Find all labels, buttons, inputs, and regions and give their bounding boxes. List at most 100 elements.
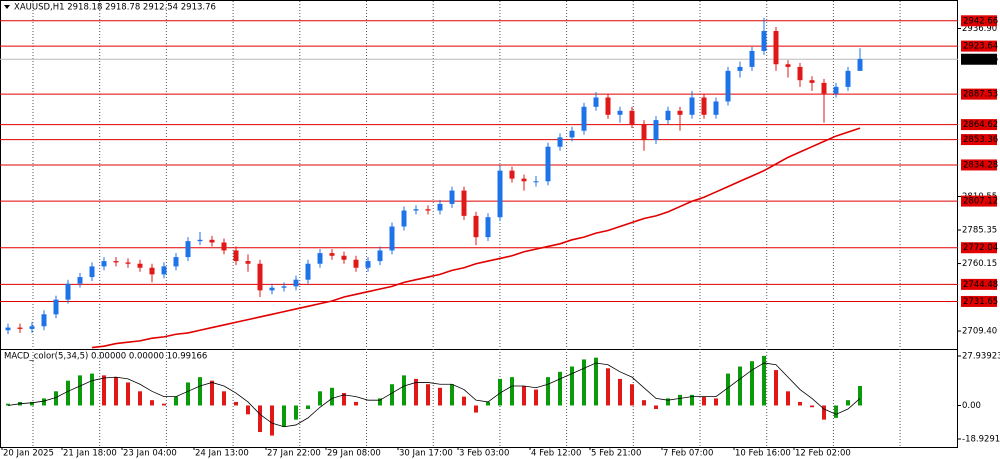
macd-bar (486, 401, 490, 406)
macd-bar (234, 401, 238, 406)
candle-body (521, 178, 527, 182)
candle-body (653, 120, 659, 141)
macd-bar (858, 385, 862, 406)
candle-body (557, 137, 563, 147)
macd-bar (678, 394, 682, 406)
macd-bar (330, 387, 334, 406)
candle-body (113, 261, 119, 263)
macd-bar (162, 403, 166, 406)
macd-bar (762, 355, 766, 406)
level-label: 2887.53 (963, 90, 998, 100)
chart-title: XAUUSD,H1 2918.18 2918.78 2912.54 2913.7… (14, 3, 216, 13)
macd-bar (114, 377, 118, 406)
macd-bar (666, 398, 670, 406)
macd-bar (750, 361, 754, 406)
macd-bar (522, 385, 526, 406)
macd-bar (822, 405, 826, 420)
level-label: 2772.04 (963, 243, 998, 253)
x-tick-label: 20 Jan 2025 (3, 449, 54, 459)
level-label-box (961, 159, 997, 171)
candle-body (377, 250, 383, 262)
candle-body (761, 30, 767, 51)
x-tick-label: 30 Jan 17:00 (399, 449, 453, 459)
candle-body (221, 242, 227, 251)
macd-title: MACD_color(5,34,5) 0.00000 0.00000 10.99… (4, 352, 207, 362)
candle-body (569, 130, 575, 138)
level-label: 2807.12 (963, 197, 998, 207)
macd-bar (510, 377, 514, 406)
macd-bar (630, 384, 634, 406)
level-label: 2834.28 (963, 160, 998, 170)
candle-body (365, 261, 371, 268)
candle-body (401, 210, 407, 227)
candle-body (845, 70, 851, 87)
candle-body (617, 110, 623, 115)
macd-bar (378, 398, 382, 406)
macd-bar (282, 405, 286, 427)
macd-bar (66, 380, 70, 406)
macd-bar (726, 373, 730, 406)
y-tick-label: 2760.15 (962, 259, 997, 269)
candle-body (5, 327, 11, 331)
macd-bar (618, 378, 622, 406)
macd-bar (126, 382, 130, 406)
candle-body (125, 262, 131, 264)
candle-body (533, 181, 539, 183)
candle-body (677, 110, 683, 115)
macd-bar (834, 405, 838, 418)
candle-body (593, 97, 599, 107)
candle-body (509, 170, 515, 179)
candle-body (353, 259, 359, 268)
candle-body (701, 97, 707, 115)
candle-body (809, 80, 815, 83)
candle-body (77, 277, 83, 284)
macd-bar (594, 357, 598, 406)
moving-average (91, 127, 861, 349)
level-label-box (961, 195, 997, 207)
macd-bar (426, 384, 430, 406)
macd-bar (174, 396, 178, 406)
macd-bar (786, 391, 790, 406)
macd-bar (582, 359, 586, 406)
macd-bar (450, 384, 454, 406)
x-tick-label: 5 Feb 21:00 (591, 449, 641, 459)
macd-bar (186, 382, 190, 406)
candle-body (737, 66, 743, 71)
macd-bar (198, 377, 202, 406)
macd-bar (606, 368, 610, 406)
macd-bar (30, 401, 34, 406)
candle-body (65, 283, 71, 300)
plot-frame (0, 0, 958, 448)
candle-body (89, 266, 95, 278)
y-tick-label: 2936.90 (962, 24, 997, 34)
y-tick-label: 2785.35 (962, 226, 997, 236)
macd-bar (246, 405, 250, 415)
macd-bar (690, 394, 694, 406)
candle-body (149, 267, 155, 275)
candle-body (833, 86, 839, 94)
macd-bar (774, 370, 778, 406)
macd-bar (438, 387, 442, 406)
level-label: 2864.62 (963, 120, 998, 130)
macd-bar (474, 405, 478, 413)
level-label-box (961, 15, 997, 27)
candle-body (713, 101, 719, 115)
candle-body (257, 263, 263, 291)
y-tick-label: 0.00 (962, 401, 981, 411)
candle-body (341, 255, 347, 260)
macd-bar (798, 401, 802, 406)
candle-body (605, 97, 611, 115)
macd-bar (414, 378, 418, 406)
macd-bar (558, 371, 562, 406)
y-tick-label: -18.92913 (962, 435, 1000, 445)
macd-bar (654, 405, 658, 410)
candle-body (665, 110, 671, 121)
x-tick-label: 29 Jan 08:00 (327, 449, 381, 459)
macd-bar (90, 373, 94, 406)
menu-triangle (4, 5, 10, 9)
candle-body (101, 261, 107, 267)
macd-bar (570, 366, 574, 406)
candle-body (797, 66, 803, 81)
candle-body (41, 314, 47, 327)
candle-body (389, 226, 395, 251)
